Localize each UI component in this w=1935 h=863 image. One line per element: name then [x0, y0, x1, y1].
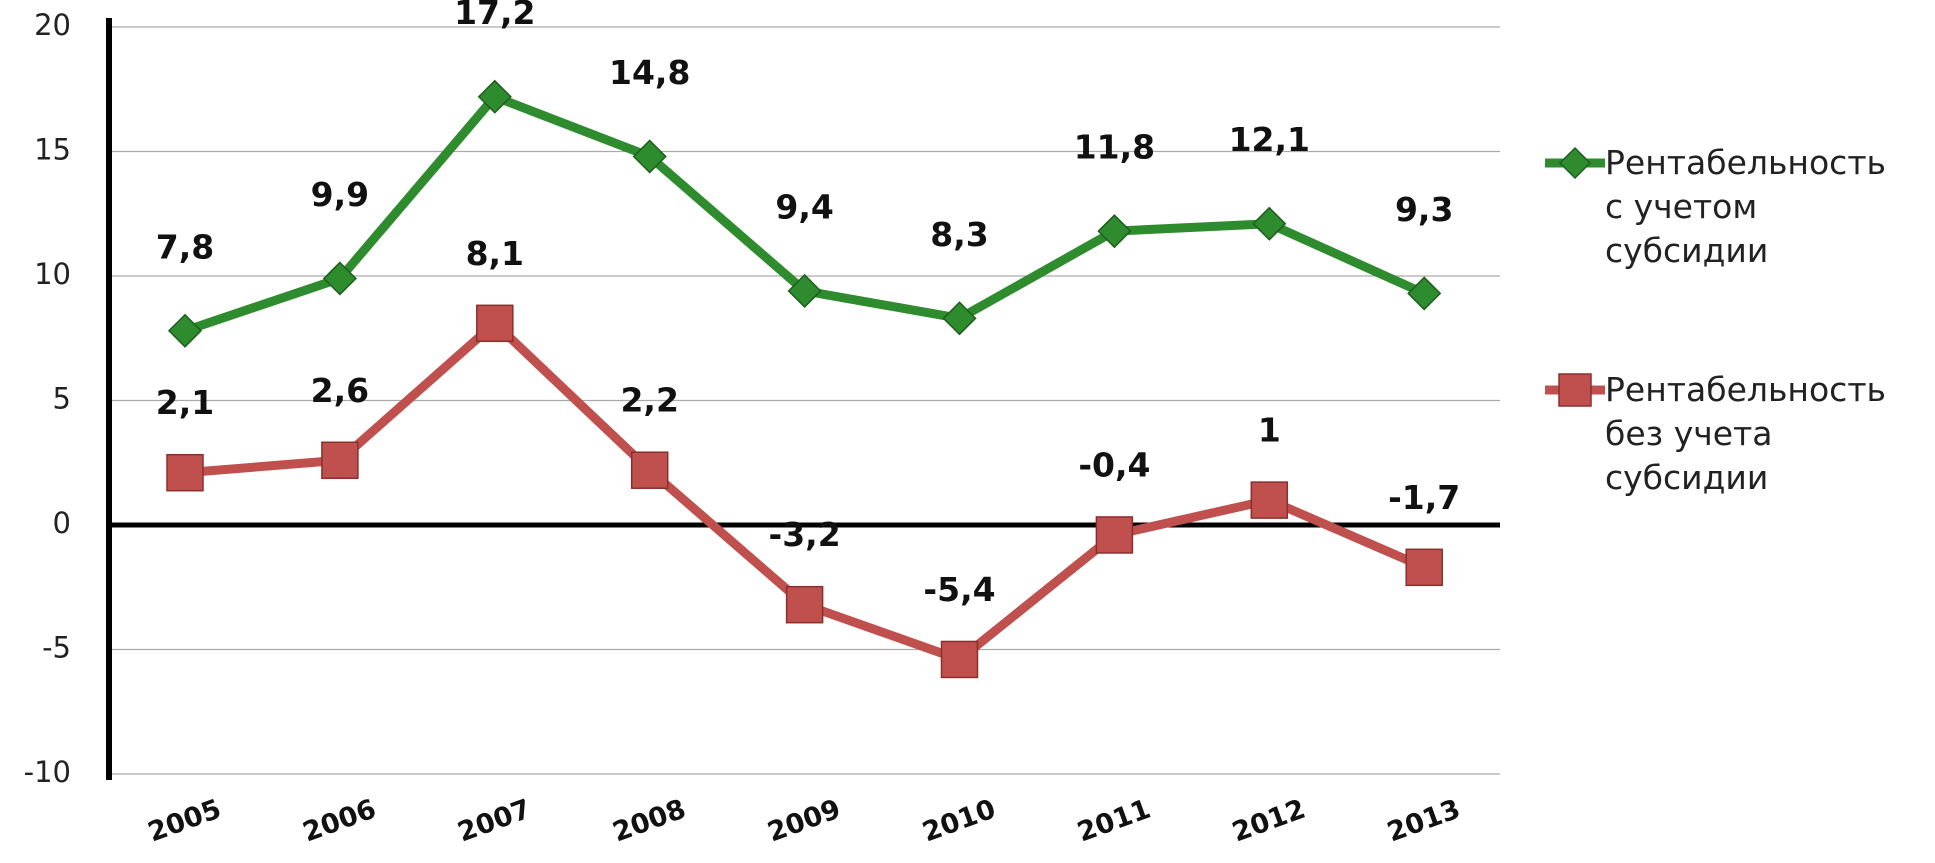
marker: [942, 301, 977, 336]
data-label: 2,1: [156, 383, 214, 422]
legend-label: Рентабельность с учетом субсидии: [1605, 143, 1886, 270]
x-tick-label: 2013: [1383, 794, 1464, 849]
y-tick-label: -10: [24, 755, 71, 789]
data-label: 9,4: [775, 187, 833, 226]
marker: [167, 313, 203, 348]
marker: [321, 441, 359, 480]
data-label: -5,4: [923, 570, 995, 609]
marker: [632, 139, 667, 174]
data-label: 8,1: [466, 234, 524, 273]
x-tick-label: 2008: [609, 794, 690, 849]
data-label: 11,8: [1074, 128, 1155, 167]
data-label: -0,4: [1078, 445, 1150, 484]
marker: [1095, 516, 1134, 554]
data-label: 2,6: [311, 371, 369, 410]
data-label: -3,2: [769, 515, 841, 554]
marker: [630, 451, 669, 489]
marker: [787, 273, 822, 309]
marker: [1405, 548, 1443, 587]
data-label: 9,3: [1395, 190, 1453, 229]
marker: [1407, 276, 1442, 311]
marker: [1250, 481, 1289, 519]
data-label: 17,2: [454, 0, 535, 32]
y-tick-label: 0: [53, 506, 71, 540]
legend-label: Рентабельность без учета субсидии: [1605, 370, 1886, 497]
marker: [1558, 146, 1592, 180]
data-label: -1,7: [1388, 478, 1460, 517]
marker: [322, 261, 357, 296]
marker: [477, 79, 512, 114]
data-label: 14,8: [609, 53, 690, 92]
x-tick-label: 2009: [764, 794, 845, 849]
y-tick-label: 20: [34, 8, 71, 42]
data-label: 12,1: [1229, 120, 1310, 159]
x-tick-label: 2012: [1228, 794, 1309, 849]
data-label: 7,8: [156, 227, 214, 266]
x-tick-label: 2011: [1073, 794, 1154, 849]
data-label: 2,2: [620, 381, 678, 420]
x-tick-label: 2010: [919, 794, 1000, 849]
marker: [166, 453, 204, 492]
y-tick-label: 5: [53, 382, 71, 416]
data-label: 1: [1258, 411, 1281, 450]
y-tick-label: -5: [42, 631, 71, 665]
x-tick-label: 2006: [299, 794, 380, 849]
y-tick-label: 10: [34, 257, 71, 291]
marker: [1252, 206, 1287, 241]
data-label: 8,3: [930, 215, 988, 254]
x-tick-label: 2005: [144, 794, 225, 849]
x-tick-label: 2007: [454, 794, 535, 849]
y-tick-label: 15: [34, 133, 71, 167]
data-label: 9,9: [311, 175, 369, 214]
marker: [476, 304, 514, 343]
marker: [940, 640, 979, 679]
marker: [1097, 214, 1132, 249]
marker: [785, 585, 824, 624]
marker: [1558, 373, 1592, 407]
